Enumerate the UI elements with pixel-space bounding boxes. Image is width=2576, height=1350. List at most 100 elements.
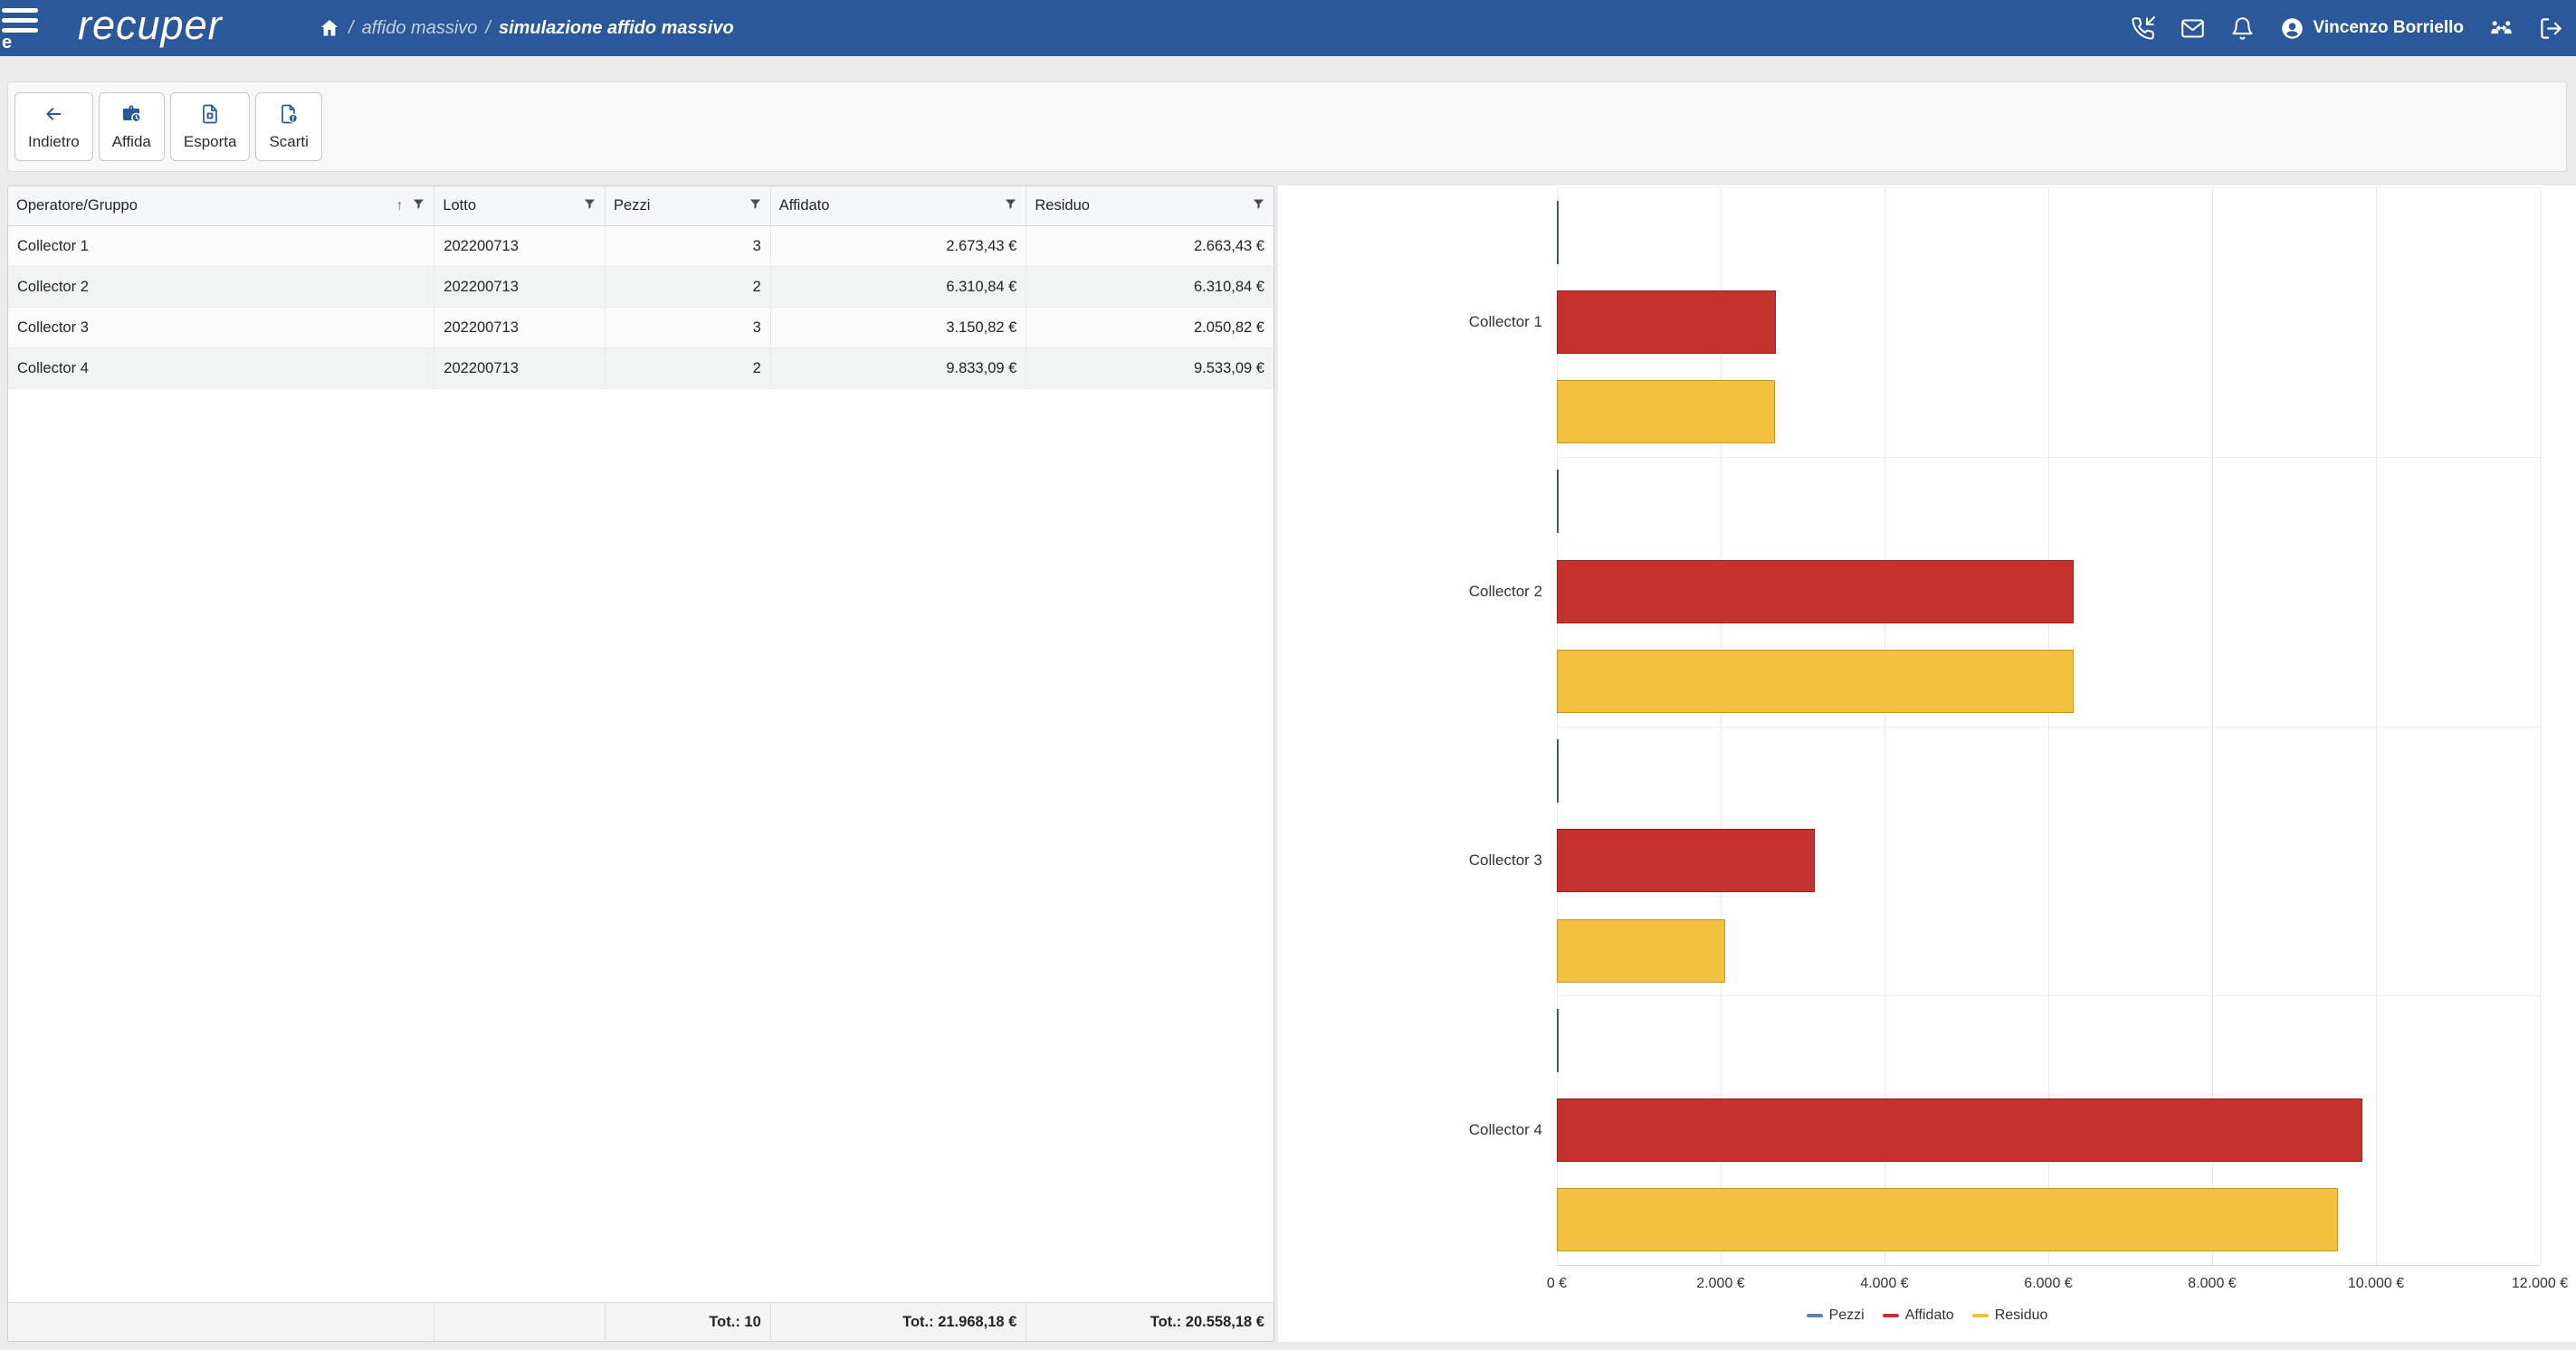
bar-affidato-collector-3[interactable] <box>1557 829 1816 893</box>
category-label: Collector 3 <box>1468 851 1542 870</box>
category-label: Collector 2 <box>1468 582 1542 600</box>
cell-pezzi: 3 <box>606 308 771 347</box>
legend-item-affidato[interactable]: Affidato <box>1882 1307 1954 1324</box>
column-label: Affidato <box>778 197 830 214</box>
data-grid: Operatore/Gruppo ↑ Lotto Pezzi Affidato … <box>7 185 1274 1342</box>
button-label: Scarti <box>269 132 309 150</box>
cell-lotto: 202200713 <box>434 226 606 266</box>
filter-icon[interactable] <box>1004 197 1017 215</box>
footer-total-residuo: Tot.: 20.558,18 € <box>1150 1313 1264 1330</box>
cell-pezzi: 3 <box>606 226 771 266</box>
cell-affidato: 2.673,43 € <box>771 226 1027 266</box>
column-label: Residuo <box>1035 197 1090 214</box>
cell-operatore-gruppo: Collector 1 <box>8 226 435 266</box>
breadcrumb-separator: / <box>348 17 354 38</box>
sort-ascending-icon: ↑ <box>396 197 404 214</box>
legend-marker-icon <box>1971 1314 1989 1317</box>
category-label: Collector 4 <box>1468 1121 1542 1139</box>
arrow-left-icon <box>43 103 64 129</box>
button-label: Indietro <box>28 132 80 150</box>
breadcrumb-parent[interactable]: affido massivo <box>361 17 478 38</box>
app-logo[interactable]: recuper <box>78 2 223 48</box>
phone-incoming-icon[interactable] <box>2131 15 2155 41</box>
table-header-row: Operatore/Gruppo ↑ Lotto Pezzi Affidato … <box>8 186 1274 226</box>
column-header-residuo[interactable]: Residuo <box>1026 186 1274 225</box>
legend-label: Residuo <box>1994 1307 2048 1323</box>
indietro-button[interactable]: Indietro <box>14 92 93 161</box>
bar-affidato-collector-1[interactable] <box>1557 290 1776 354</box>
cell-residuo: 6.310,84 € <box>1193 278 1264 295</box>
filter-icon[interactable] <box>749 197 762 215</box>
legend-label: Pezzi <box>1828 1307 1865 1323</box>
bar-pezzi-collector-2[interactable] <box>1557 470 1559 534</box>
y-gridline <box>1557 995 2540 997</box>
breadcrumb-separator: / <box>485 17 491 38</box>
x-tick-label: 10.000 € <box>2347 1276 2405 1291</box>
cell-operatore-gruppo: Collector 3 <box>8 308 435 347</box>
affida-button[interactable]: Affida <box>98 92 165 161</box>
legend-item-pezzi[interactable]: Pezzi <box>1806 1307 1865 1324</box>
footer-total-pezzi: Tot.: 10 <box>606 1303 771 1341</box>
cell-lotto: 202200713 <box>434 348 606 388</box>
bar-residuo-collector-4[interactable] <box>1557 1188 2338 1252</box>
x-tick-label: 6.000 € <box>2024 1276 2073 1291</box>
hamburger-menu-icon[interactable] <box>2 8 38 38</box>
legend-label: Affidato <box>1904 1307 1954 1323</box>
column-label: Operatore/Gruppo <box>16 197 138 214</box>
user-menu[interactable]: Vincenzo Borriello <box>2280 16 2464 41</box>
table-row[interactable]: Collector 2 202200713 2 6.310,84 €6.310,84 … <box>8 267 1274 308</box>
x-tick-label: 2.000 € <box>1696 1276 1745 1291</box>
bar-affidato-collector-4[interactable] <box>1557 1098 2362 1163</box>
legend-item-residuo[interactable]: Residuo <box>1971 1307 2048 1324</box>
cell-residuo: 9.533,09 € <box>1193 359 1264 376</box>
y-gridline <box>1557 456 2540 458</box>
logout-icon[interactable] <box>2539 16 2563 41</box>
filter-icon[interactable] <box>412 197 425 215</box>
x-tick-label: 8.000 € <box>2188 1276 2237 1291</box>
legend-marker-icon <box>1806 1314 1823 1317</box>
bar-pezzi-collector-3[interactable] <box>1557 739 1559 803</box>
bar-residuo-collector-2[interactable] <box>1557 649 2075 713</box>
chart-panel: 0 € 2.000 € 4.000 € 6.000 € 8.000 € 10.000 € 1… <box>1278 185 2576 1342</box>
button-label: Affida <box>111 132 151 150</box>
cell-pezzi: 2 <box>606 348 771 388</box>
column-header-pezzi[interactable]: Pezzi <box>606 186 771 225</box>
briefcase-badge-icon <box>120 103 142 129</box>
filter-icon[interactable] <box>1252 197 1265 215</box>
bar-affidato-collector-2[interactable] <box>1557 559 2075 623</box>
cell-lotto: 202200713 <box>434 308 606 347</box>
column-header-operatore-gruppo[interactable]: Operatore/Gruppo ↑ <box>8 186 435 225</box>
file-excel-icon <box>199 103 221 129</box>
cell-lotto: 202200713 <box>434 267 606 307</box>
mail-icon[interactable] <box>2180 16 2205 41</box>
bar-residuo-collector-3[interactable] <box>1557 918 1725 983</box>
cell-affidato: 9.833,09 € <box>771 348 1027 388</box>
cell-affidato: 6.310,84 € <box>771 267 1027 307</box>
column-header-affidato[interactable]: Affidato <box>771 186 1027 225</box>
column-label: Pezzi <box>614 197 651 214</box>
filter-icon[interactable] <box>583 197 596 215</box>
table-row[interactable]: Collector 4 202200713 2 9.833,09 € 9.533,09 … <box>8 348 1274 389</box>
bell-icon[interactable] <box>2230 16 2255 41</box>
bar-residuo-collector-1[interactable] <box>1557 380 1776 444</box>
y-gridline <box>1557 187 2540 188</box>
footer-total-affidato: Tot.: 21.968,18 € <box>771 1303 1027 1341</box>
x-axis-line <box>1557 1265 2540 1266</box>
plot-area <box>1557 187 2541 1266</box>
table-footer-row: Tot.: 10 Tot.: 21.968,18 € Tot.: 20.558,18… <box>8 1302 1274 1341</box>
column-header-lotto[interactable]: Lotto <box>434 186 606 225</box>
x-tick-label: 4.000 € <box>1860 1276 1909 1291</box>
user-name: Vincenzo Borriello <box>2313 18 2464 37</box>
table-row[interactable]: Collector 1 202200713 3 2.673,43 € 2.663,43 … <box>8 226 1274 267</box>
home-icon[interactable] <box>319 17 340 39</box>
bar-pezzi-collector-1[interactable] <box>1557 200 1559 264</box>
cell-pezzi: 2 <box>606 267 771 307</box>
scarti-button[interactable]: Scarti <box>255 92 322 161</box>
user-exchange-icon[interactable] <box>2489 16 2514 41</box>
table-row[interactable]: Collector 3 202200713 3 3.150,82 € 2.050,82 … <box>8 308 1274 348</box>
bar-pezzi-collector-4[interactable] <box>1557 1008 1559 1072</box>
x-gridline <box>2540 187 2541 1265</box>
cell-operatore-gruppo: Collector 4 <box>8 348 435 388</box>
esporta-button[interactable]: Esporta <box>169 92 251 161</box>
cell-affidato: 3.150,82 € <box>771 308 1027 347</box>
